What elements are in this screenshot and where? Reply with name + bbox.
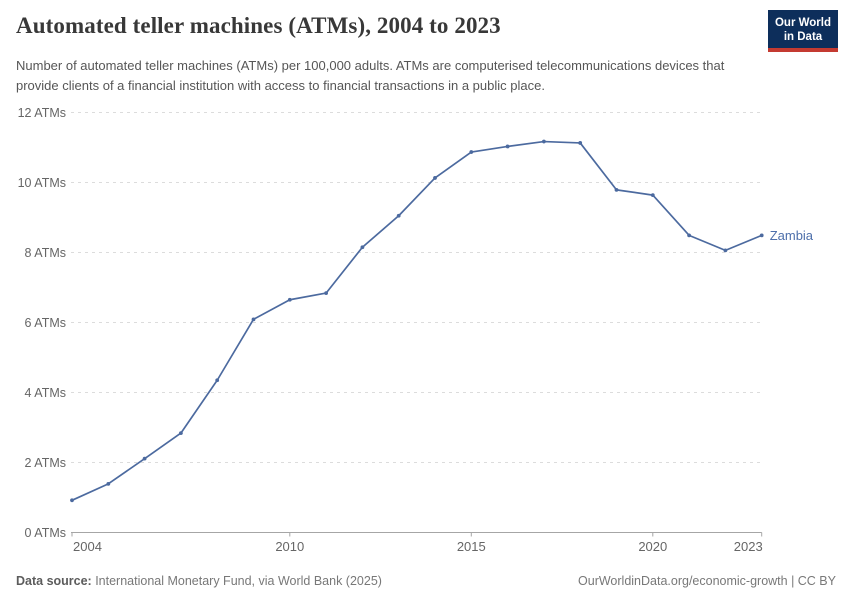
series-label[interactable]: Zambia: [770, 228, 814, 243]
data-line[interactable]: [71, 140, 763, 502]
owid-logo-line2: in Data: [783, 31, 823, 44]
data-point[interactable]: [360, 245, 365, 250]
data-point[interactable]: [179, 431, 183, 435]
data-point[interactable]: [505, 144, 510, 149]
y-tick-label: 8 ATMs: [25, 246, 66, 260]
credit-link[interactable]: OurWorldinData.org/economic-growth | CC …: [578, 574, 836, 588]
y-tick-label: 12 ATMs: [18, 106, 66, 120]
data-point[interactable]: [251, 317, 256, 322]
data-point[interactable]: [433, 176, 437, 180]
data-point[interactable]: [578, 141, 583, 145]
y-tick-label: 2 ATMs: [25, 456, 66, 470]
data-point[interactable]: [324, 291, 328, 295]
x-tick-label: 2020: [638, 539, 667, 554]
chart-subtitle: Number of automated teller machines (ATM…: [16, 58, 725, 93]
data-point[interactable]: [469, 150, 474, 154]
x-tick-label: 2004: [73, 539, 102, 554]
data-point[interactable]: [542, 139, 546, 144]
chart-footer: Data source: International Monetary Fund…: [16, 574, 836, 588]
x-tick-label: 2010: [275, 539, 304, 554]
data-point[interactable]: [650, 193, 655, 197]
owid-logo[interactable]: Our World in Data: [768, 10, 838, 52]
data-source: Data source: International Monetary Fund…: [16, 574, 382, 588]
y-tick-label: 10 ATMs: [18, 176, 66, 190]
data-source-text: International Monetary Fund, via World B…: [91, 574, 382, 588]
y-tick-label: 0 ATMs: [25, 526, 66, 540]
page-title: Automated teller machines (ATMs), 2004 t…: [16, 13, 501, 38]
x-tick-label: 2015: [457, 539, 486, 554]
data-point[interactable]: [687, 233, 691, 238]
y-tick-label: 4 ATMs: [25, 386, 66, 400]
owid-logo-line1: Our World: [774, 17, 831, 29]
data-point[interactable]: [70, 498, 74, 503]
data-point[interactable]: [215, 378, 220, 383]
data-point[interactable]: [287, 297, 292, 302]
data-point[interactable]: [723, 248, 728, 253]
data-point[interactable]: [106, 481, 111, 486]
data-point[interactable]: [142, 456, 147, 461]
data-point[interactable]: [759, 233, 764, 238]
y-tick-label: 6 ATMs: [25, 316, 66, 330]
line-chart-svg[interactable]: 0 ATMs 2 ATMs 4 ATMs 6 ATMs 8 ATMs 10 ATMs 12 …: [0, 95, 850, 565]
x-tick-label: 2023: [734, 539, 763, 554]
data-point[interactable]: [614, 187, 619, 192]
data-point[interactable]: [396, 213, 401, 218]
data-source-label: Data source:: [16, 574, 92, 588]
